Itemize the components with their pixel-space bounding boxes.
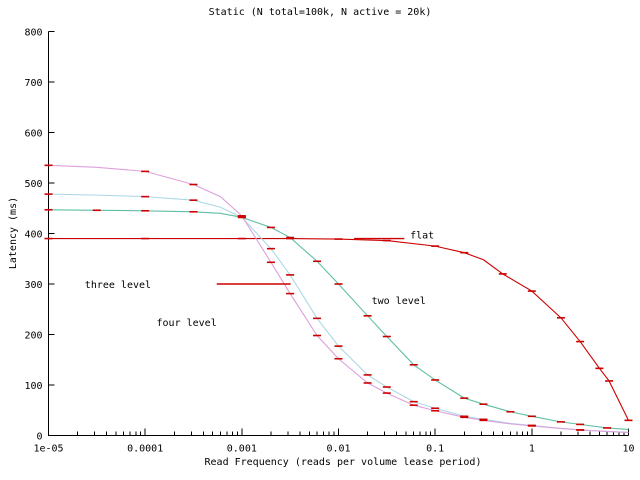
series-label-four-level: four level xyxy=(157,318,217,329)
x-axis-tick-label: 10 xyxy=(622,444,634,455)
series-label-flat: flat xyxy=(410,231,434,242)
y-axis-tick-label: 800 xyxy=(24,28,42,39)
x-axis-tick-label: 1e-05 xyxy=(33,444,63,455)
y-axis-label: Latency (ms) xyxy=(8,197,19,269)
series-curve-two-level xyxy=(48,209,629,430)
series-label-two-level: two level xyxy=(372,296,426,307)
axis-ticks xyxy=(48,31,629,436)
y-axis-tick-label: 700 xyxy=(24,78,42,89)
label-leader-lines xyxy=(216,237,405,285)
x-axis-tick-label: 0.1 xyxy=(426,444,444,455)
y-axis-tick-label: 100 xyxy=(24,381,42,392)
x-axis-tick-label: 0.001 xyxy=(227,444,257,455)
x-axis-label: Read Frequency (reads per volume lease p… xyxy=(205,457,482,468)
chart-title: Static (N total=100k, N active = 20k) xyxy=(209,7,432,18)
x-axis-tick-label: 0.01 xyxy=(326,444,350,455)
y-axis-tick-label: 500 xyxy=(24,179,42,190)
y-axis-tick-label: 400 xyxy=(24,230,42,241)
y-axis-tick-label: 600 xyxy=(24,129,42,140)
axis-tick-labels: 0 100 200 300 400 500 600 700 800 1e-05 0.0001 0.00… xyxy=(24,28,634,455)
y-axis-tick-label: 0 xyxy=(36,432,42,443)
x-axis-tick-label: 0.0001 xyxy=(127,444,163,455)
series-curve-four-level xyxy=(48,164,629,434)
series-label-three-level: three level xyxy=(85,280,151,291)
data-point-markers xyxy=(44,164,633,431)
x-axis-tick-label: 1 xyxy=(529,444,535,455)
y-axis-tick-label: 200 xyxy=(24,331,42,342)
y-axis-tick-label: 300 xyxy=(24,280,42,291)
series-labels: flat two level three level four level xyxy=(85,231,434,329)
